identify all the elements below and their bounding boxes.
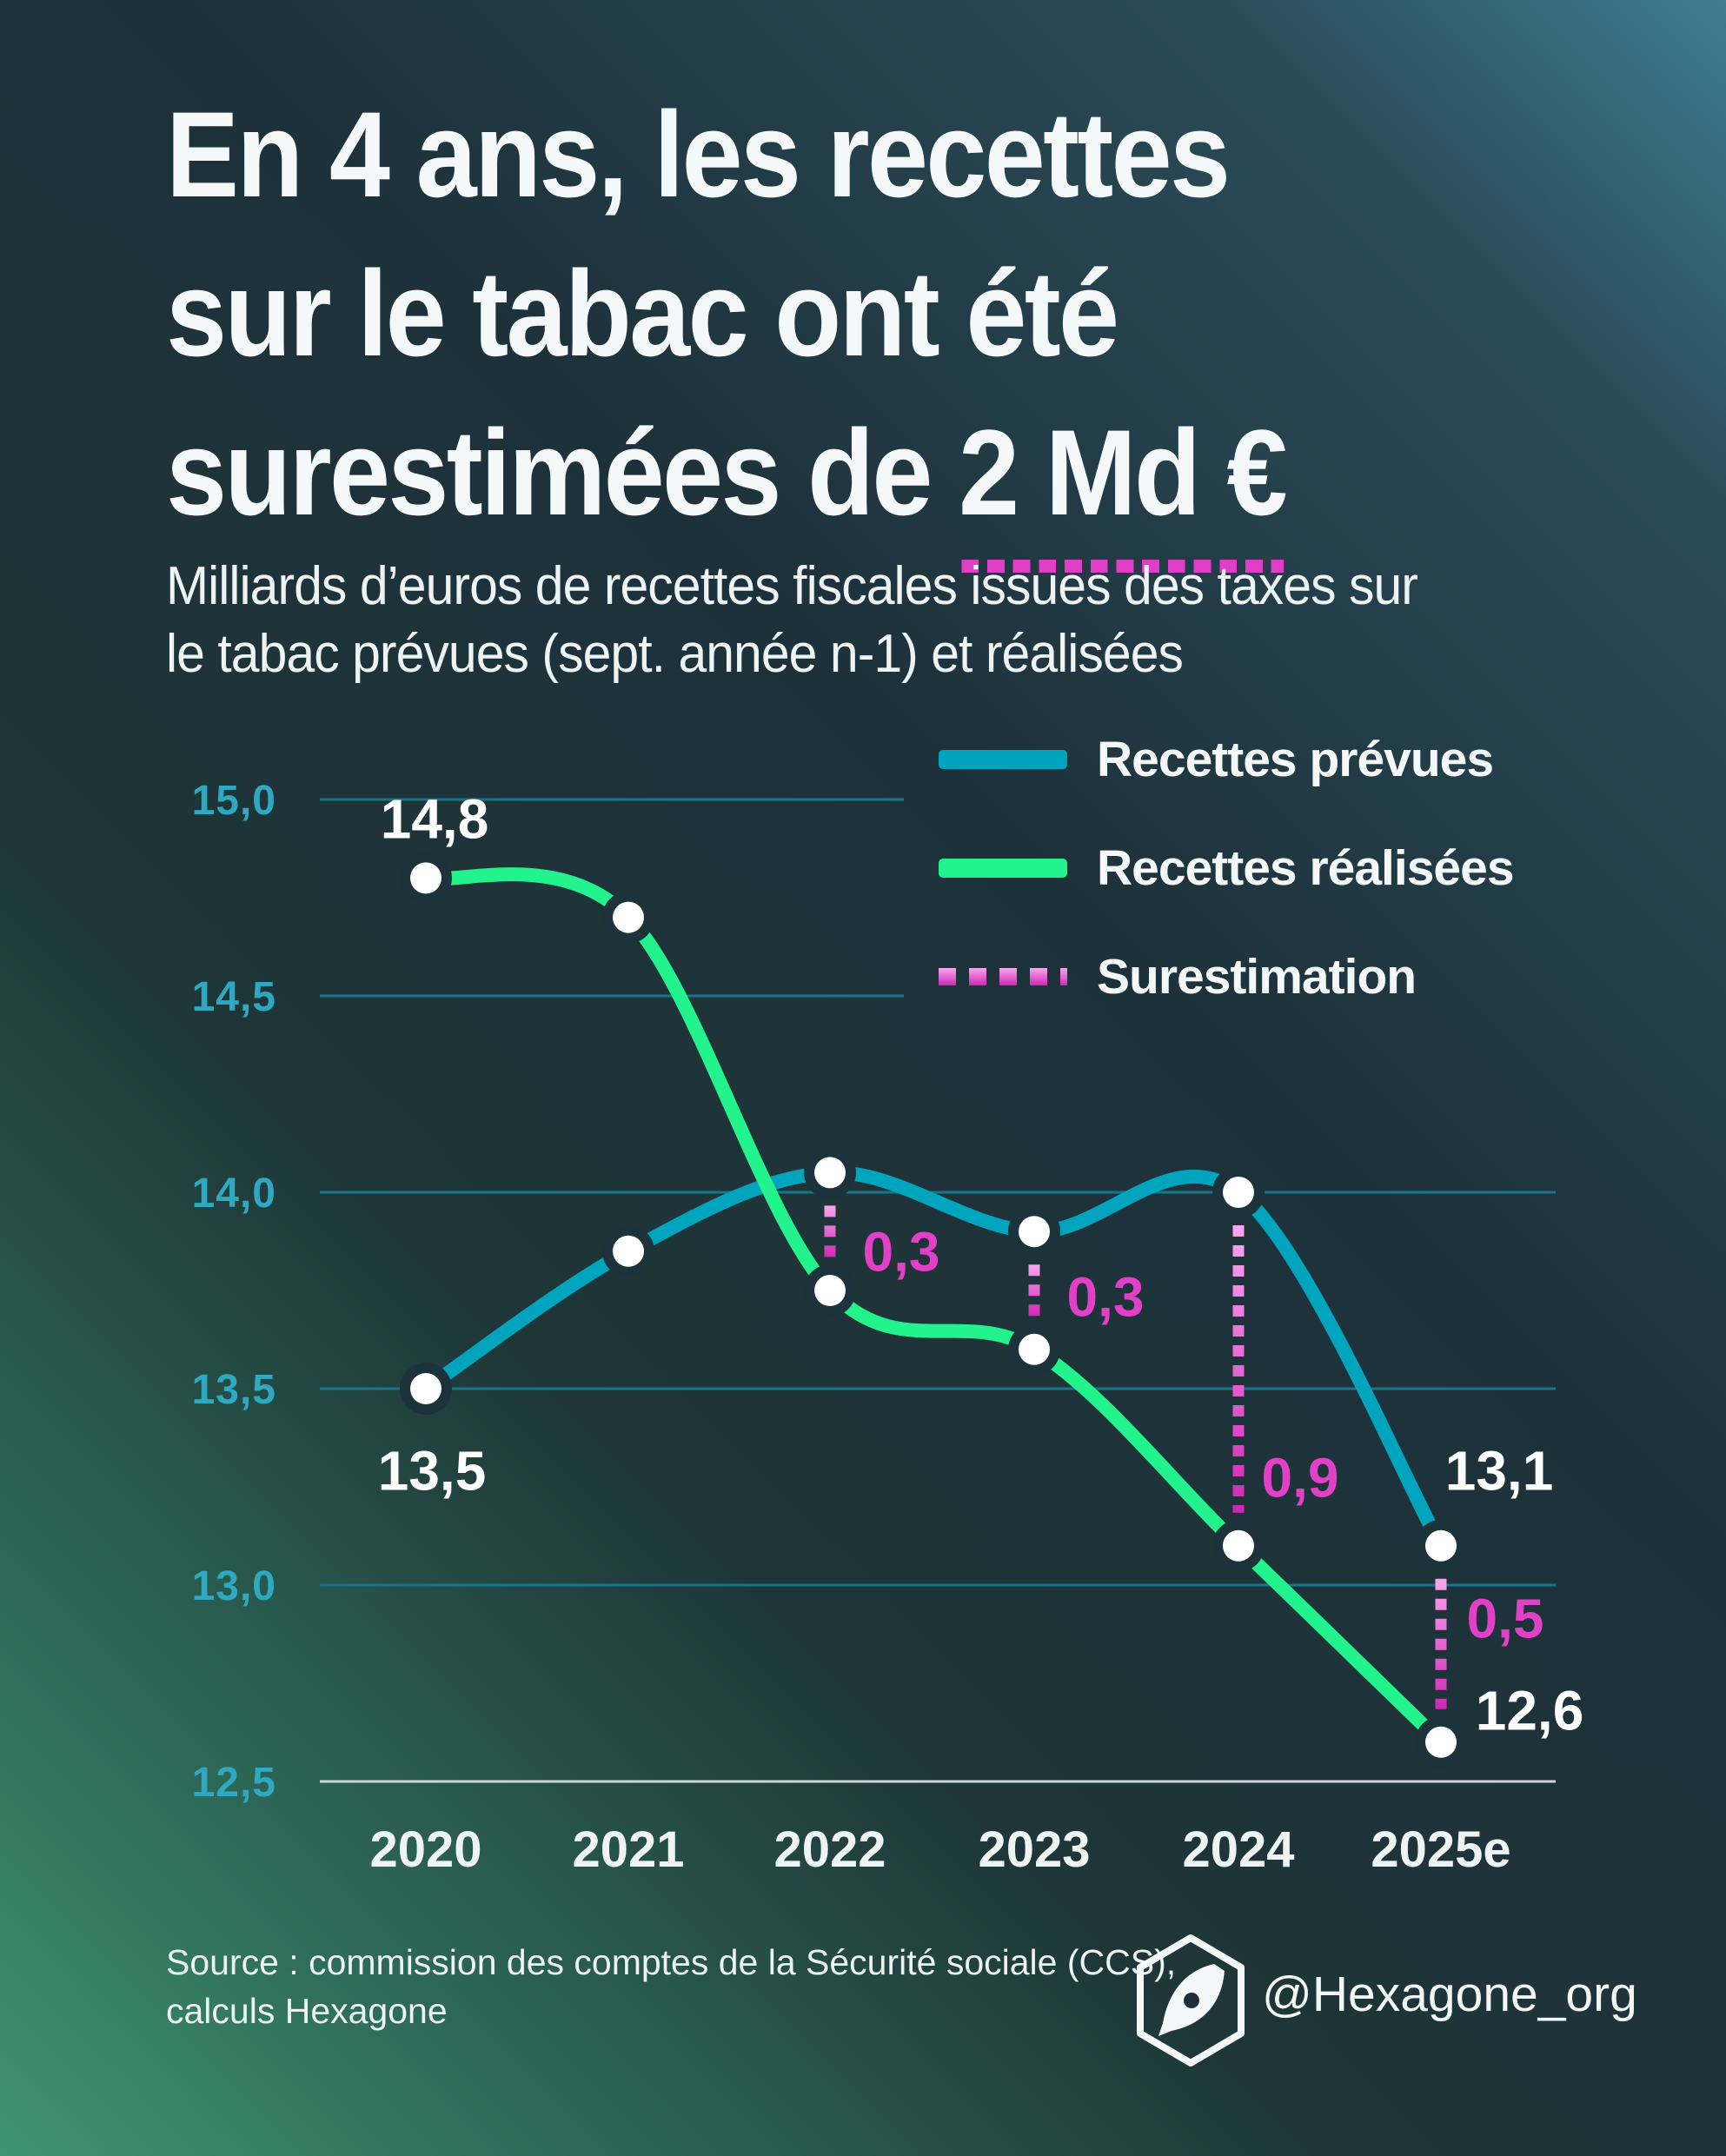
- y-axis-tick-label: 13,0: [192, 1563, 276, 1609]
- subtitle-line-1: Milliards d’euros de recettes fiscales i…: [166, 556, 1418, 616]
- data-point: [613, 1235, 644, 1267]
- data-point: [814, 1157, 846, 1189]
- data-value-label: 13,5: [378, 1439, 487, 1502]
- data-point: [1425, 1529, 1457, 1562]
- legend-item-surestimation: Surestimation: [939, 946, 1514, 1007]
- legend-item-recettes-prevues: Recettes prévues: [939, 729, 1514, 790]
- teal-line-swatch: [939, 750, 1067, 769]
- y-axis-tick-label: 13,5: [192, 1367, 276, 1413]
- data-point: [1223, 1529, 1254, 1562]
- legend-label: Recettes réalisées: [1097, 840, 1515, 896]
- data-point: [1019, 1333, 1050, 1365]
- y-axis-tick-label: 14,0: [192, 1171, 276, 1217]
- chart-subtitle: Milliards d’euros de recettes fiscales i…: [166, 553, 1418, 688]
- data-point: [814, 1275, 846, 1306]
- title-emphasis-text: 2 Md €: [959, 404, 1288, 541]
- title-emphasis: 2 Md €: [959, 393, 1288, 573]
- y-axis-tick-label: 12,5: [192, 1760, 276, 1806]
- title-line-2: sur le tabac ont été: [166, 245, 1119, 381]
- data-point: [1425, 1726, 1457, 1758]
- y-axis-tick-label: 15,0: [192, 778, 276, 824]
- page-title: En 4 ans, les recettes sur le tabac ont …: [166, 75, 1288, 573]
- x-axis-label: 2023: [978, 1821, 1090, 1878]
- x-axis-label: 2025e: [1371, 1821, 1510, 1878]
- x-axis-label: 2022: [773, 1821, 886, 1878]
- x-axis-label: 2021: [572, 1821, 684, 1878]
- overestimation-value-label: 0,9: [1262, 1446, 1339, 1509]
- data-value-label: 13,1: [1445, 1439, 1554, 1502]
- source-line-1: Source : commission des comptes de la Sé…: [166, 1942, 1177, 1982]
- x-axis-label: 2020: [369, 1821, 481, 1878]
- social-handle: @Hexagone_org: [1262, 1967, 1637, 2022]
- data-point: [410, 1373, 441, 1404]
- legend-label: Recettes prévues: [1097, 732, 1494, 787]
- title-line-3-text: surestimées de: [166, 404, 959, 541]
- data-point: [1019, 1216, 1050, 1248]
- chart-legend: Recettes prévues Recettes réalisées Sure…: [939, 729, 1515, 1055]
- green-line-swatch: [939, 859, 1067, 878]
- title-line-3: surestimées de 2 Md €: [166, 393, 1288, 573]
- data-point: [410, 862, 441, 894]
- legend-item-recettes-realisees: Recettes réalisées: [939, 838, 1515, 899]
- magenta-dotted-swatch: [939, 968, 1067, 985]
- overestimation-value-label: 0,5: [1467, 1587, 1544, 1649]
- source-line-2: calculs Hexagone: [166, 1991, 448, 2031]
- x-axis-label: 2024: [1182, 1821, 1294, 1878]
- data-value-label: 12,6: [1476, 1679, 1584, 1741]
- y-axis-tick-label: 14,5: [192, 974, 276, 1020]
- overestimation-value-label: 0,3: [863, 1220, 940, 1283]
- data-point: [1223, 1177, 1254, 1208]
- magenta-dotted-underline: [961, 560, 1285, 573]
- source-note: Source : commission des comptes de la Sé…: [166, 1938, 1176, 2035]
- legend-label: Surestimation: [1097, 949, 1417, 1005]
- title-line-1: En 4 ans, les recettes: [166, 86, 1231, 222]
- overestimation-value-label: 0,3: [1067, 1265, 1145, 1328]
- data-point: [613, 901, 644, 933]
- data-value-label: 14,8: [381, 787, 489, 850]
- hexagon-pen-nib-icon: [1137, 1934, 1245, 2066]
- subtitle-line-2: le tabac prévues (sept. année n-1) et ré…: [166, 624, 1184, 684]
